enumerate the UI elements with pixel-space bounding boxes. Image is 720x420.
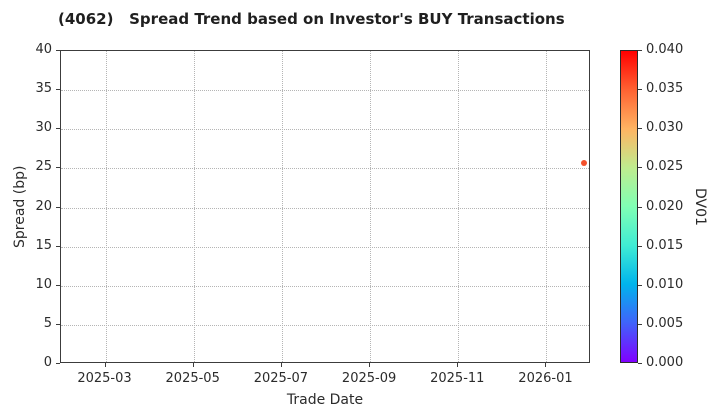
x-gridline	[370, 51, 372, 362]
x-tick-mark	[192, 363, 194, 367]
colorbar-tick-mark	[638, 167, 642, 169]
x-tick-mark	[104, 363, 106, 367]
colorbar-tick-mark	[638, 128, 642, 130]
y-gridline	[61, 324, 589, 326]
y-tick-mark	[56, 206, 60, 208]
y-tick-mark	[56, 167, 60, 169]
colorbar-tick-mark	[638, 284, 642, 286]
x-axis-label: Trade Date	[286, 392, 364, 408]
y-tick-label: 35	[35, 81, 52, 97]
x-tick-mark	[280, 363, 282, 367]
y-gridline	[61, 246, 589, 248]
y-tick-mark	[56, 284, 60, 286]
x-tick-label: 2025-05	[165, 371, 220, 386]
y-tick-label: 20	[35, 198, 52, 214]
y-tick-label: 15	[35, 237, 52, 253]
data-point[interactable]	[580, 159, 587, 166]
colorbar-tick-mark	[638, 323, 642, 325]
y-tick-mark	[56, 89, 60, 91]
y-gridline	[61, 207, 589, 209]
y-tick-label: 5	[43, 315, 52, 331]
colorbar-tick-label: 0.015	[646, 237, 684, 253]
colorbar-tick-mark	[638, 50, 642, 51]
y-tick-mark	[56, 323, 60, 325]
y-tick-mark	[56, 50, 60, 51]
y-tick-label: 40	[35, 42, 52, 57]
colorbar-tick-label: 0.030	[646, 120, 684, 136]
colorbar-tick-label: 0.005	[646, 315, 684, 331]
x-tick-label: 2025-03	[77, 371, 132, 386]
x-tick-label: 2025-09	[341, 371, 397, 386]
colorbar-tick-mark	[638, 206, 642, 208]
y-gridline	[61, 285, 589, 287]
x-gridline	[281, 51, 283, 362]
x-gridline	[458, 51, 460, 362]
colorbar-label: DV01	[692, 187, 708, 226]
x-tick-label: 2025-07	[253, 371, 309, 386]
colorbar-tick-label: 0.025	[646, 159, 684, 175]
x-gridline	[546, 51, 548, 362]
colorbar-tick-mark	[638, 363, 642, 364]
y-tick-label: 10	[35, 276, 52, 292]
y-tick-label: 30	[35, 120, 52, 136]
plot-area	[60, 50, 590, 363]
x-gridline	[193, 51, 195, 362]
y-gridline	[61, 168, 589, 170]
x-tick-label: 2026-01	[518, 371, 573, 386]
y-gridline	[61, 129, 589, 131]
y-tick-label: 25	[35, 159, 52, 175]
x-tick-mark	[369, 363, 371, 367]
colorbar	[620, 50, 638, 363]
colorbar-tick-label: 0.020	[646, 198, 684, 214]
colorbar-tick-mark	[638, 245, 642, 247]
y-gridline	[61, 90, 589, 92]
x-tick-mark	[545, 363, 547, 367]
colorbar-tick-label: 0.040	[646, 42, 684, 57]
y-tick-mark	[56, 245, 60, 247]
x-gridline	[105, 51, 107, 362]
colorbar-tick-label: 0.010	[646, 276, 684, 292]
colorbar-tick-mark	[638, 89, 642, 91]
x-tick-mark	[457, 363, 459, 367]
x-tick-label: 2025-11	[430, 371, 485, 386]
y-tick-mark	[56, 128, 60, 130]
y-tick-mark	[56, 363, 60, 364]
chart-title: (4062) Spread Trend based on Investor's …	[58, 10, 565, 28]
colorbar-tick-label: 0.035	[646, 81, 684, 97]
y-tick-label: 0	[43, 355, 52, 370]
colorbar-tick-label: 0.000	[646, 355, 684, 370]
